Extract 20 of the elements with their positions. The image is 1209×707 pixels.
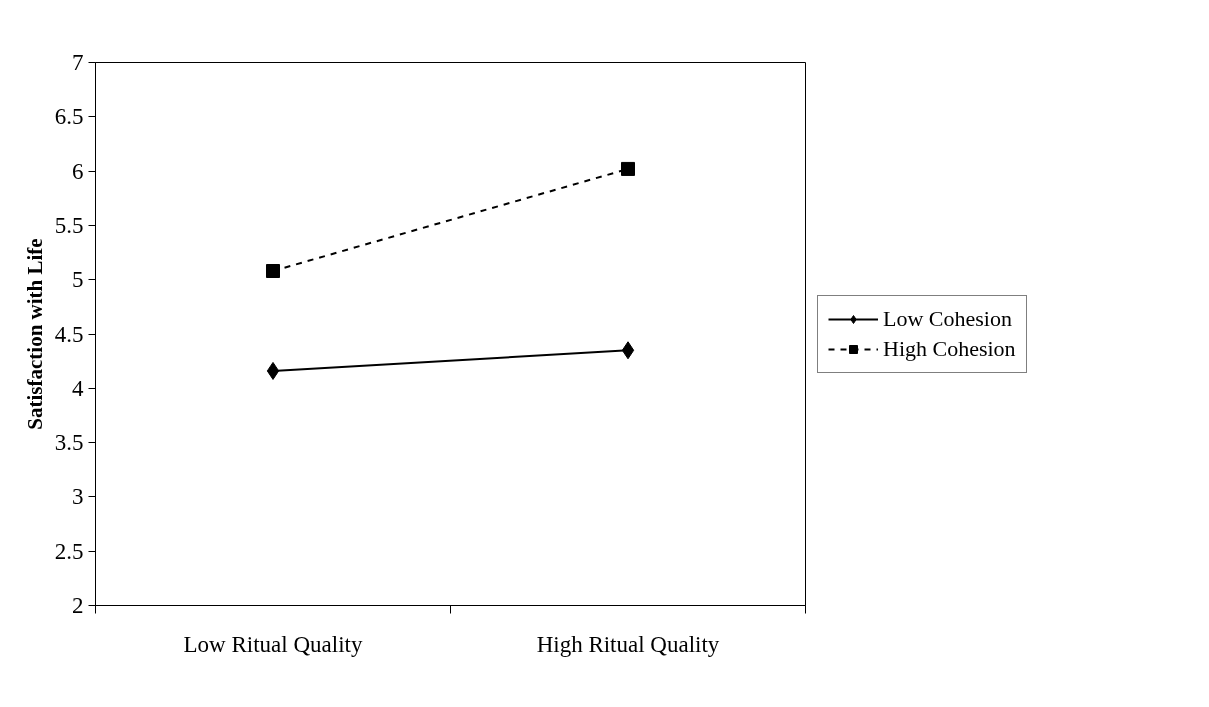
y-tick-label: 6.5 (54, 104, 84, 130)
legend-label: High Cohesion (883, 335, 1016, 362)
y-tick-label: 5.5 (54, 212, 84, 238)
point (621, 341, 635, 360)
y-tick-label: 7 (72, 50, 84, 75)
y-tick-label: 3.5 (54, 430, 84, 456)
point (266, 264, 280, 279)
y-tick-label: 6 (72, 158, 84, 184)
y-tick-label: 4.5 (54, 321, 84, 347)
point (266, 361, 280, 380)
y-tick-label: 2 (72, 593, 84, 618)
x-tick-label: Low Ritual Quality (183, 631, 363, 657)
x-tick-label: High Ritual Quality (536, 631, 720, 657)
y-tick-label: 2.5 (54, 538, 84, 564)
y-tick-label: 3 (72, 484, 84, 510)
y-axis-title: Satisfaction with Life (22, 238, 47, 430)
y-tick-label: 4 (72, 375, 84, 401)
legend-label: Low Cohesion (883, 305, 1012, 332)
point (621, 161, 635, 176)
y-tick-label: 5 (72, 267, 84, 293)
